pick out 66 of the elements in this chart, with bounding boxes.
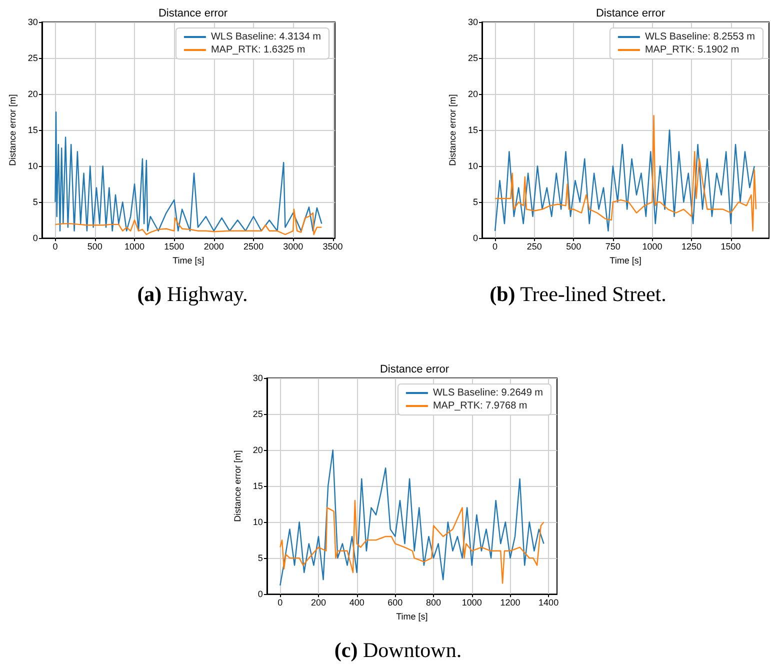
y-tick-label: 0 <box>472 233 478 244</box>
y-tick-label: 25 <box>468 53 478 64</box>
x-tick-label: 0 <box>52 242 58 252</box>
x-axis-title: Time [s] <box>396 612 428 622</box>
y-tick-label: 30 <box>28 17 38 27</box>
line-series <box>280 500 544 584</box>
legend-label: MAP_RTK: 7.9768 m <box>432 400 528 412</box>
legend-label: WLS Baseline: 8.2553 m <box>644 32 756 42</box>
y-tick-label: 10 <box>252 517 263 528</box>
line-series <box>280 449 544 586</box>
chart-title: Distance error <box>596 8 666 20</box>
x-tick-label: 400 <box>349 598 364 608</box>
text: (c) Downtown. <box>333 638 463 663</box>
chart-title: Distance error <box>380 364 450 376</box>
x-tick-label: 1400 <box>538 598 559 608</box>
y-tick-label: 20 <box>468 89 478 100</box>
y-tick-label: 5 <box>32 197 38 208</box>
y-tick-label: 15 <box>468 125 478 136</box>
x-tick-label: 1500 <box>164 242 184 252</box>
x-tick-label: 1000 <box>462 598 482 608</box>
legend-label: MAP_RTK: 1.6325 m <box>210 44 306 56</box>
y-tick-label: 30 <box>252 373 263 383</box>
legend-label: MAP_RTK: 5.1902 m <box>644 44 740 56</box>
y-tick-label: 20 <box>252 445 263 456</box>
y-tick-label: 20 <box>28 89 38 100</box>
x-tick-label: 2000 <box>204 242 224 252</box>
x-tick-label: 800 <box>426 598 442 608</box>
legend-label: WLS Baseline: 9.2649 m <box>432 388 544 398</box>
x-tick-label: 1200 <box>500 598 520 608</box>
x-tick-label: 0 <box>492 242 498 252</box>
text: (a) Highway. <box>136 282 249 307</box>
x-tick-label: 600 <box>388 598 403 608</box>
y-tick-label: 25 <box>28 53 38 64</box>
x-tick-label: 1000 <box>642 242 662 252</box>
x-tick-label: 200 <box>310 598 326 608</box>
y-tick-label: 10 <box>28 161 38 172</box>
x-tick-label: 3500 <box>322 242 343 252</box>
x-tick-label: 1500 <box>720 242 741 252</box>
y-tick-label: 15 <box>252 481 263 492</box>
y-tick-label: 5 <box>472 197 478 208</box>
line-series <box>54 208 322 236</box>
x-tick-label: 1250 <box>681 242 702 252</box>
y-tick-label: 10 <box>468 161 478 172</box>
x-tick-label: 1000 <box>124 242 145 252</box>
y-tick-label: 15 <box>28 125 38 136</box>
x-axis-title: Time [s] <box>172 256 204 266</box>
y-tick-label: 5 <box>258 553 263 564</box>
x-tick-label: 500 <box>87 242 102 252</box>
x-tick-label: 3000 <box>283 242 304 252</box>
chart-title: Distance error <box>158 8 228 20</box>
legend-label: WLS Baseline: 4.3134 m <box>210 32 322 42</box>
x-tick-label: 0 <box>278 598 283 608</box>
x-tick-label: 750 <box>605 242 620 252</box>
y-axis-title: Distance error [m] <box>8 94 18 166</box>
y-tick-label: 0 <box>258 589 263 600</box>
y-axis-title: Distance error [m] <box>448 94 458 166</box>
text: (b) Tree-lined Street. <box>488 282 668 307</box>
y-axis-title: Distance error [m] <box>232 450 242 522</box>
line-series <box>54 111 322 232</box>
x-tick-label: 250 <box>526 242 542 252</box>
y-tick-label: 30 <box>468 17 478 27</box>
y-tick-label: 0 <box>32 233 38 244</box>
x-axis-title: Time [s] <box>610 256 642 266</box>
x-tick-label: 500 <box>566 242 582 252</box>
x-tick-label: 2500 <box>243 242 264 252</box>
y-tick-label: 25 <box>252 409 263 420</box>
